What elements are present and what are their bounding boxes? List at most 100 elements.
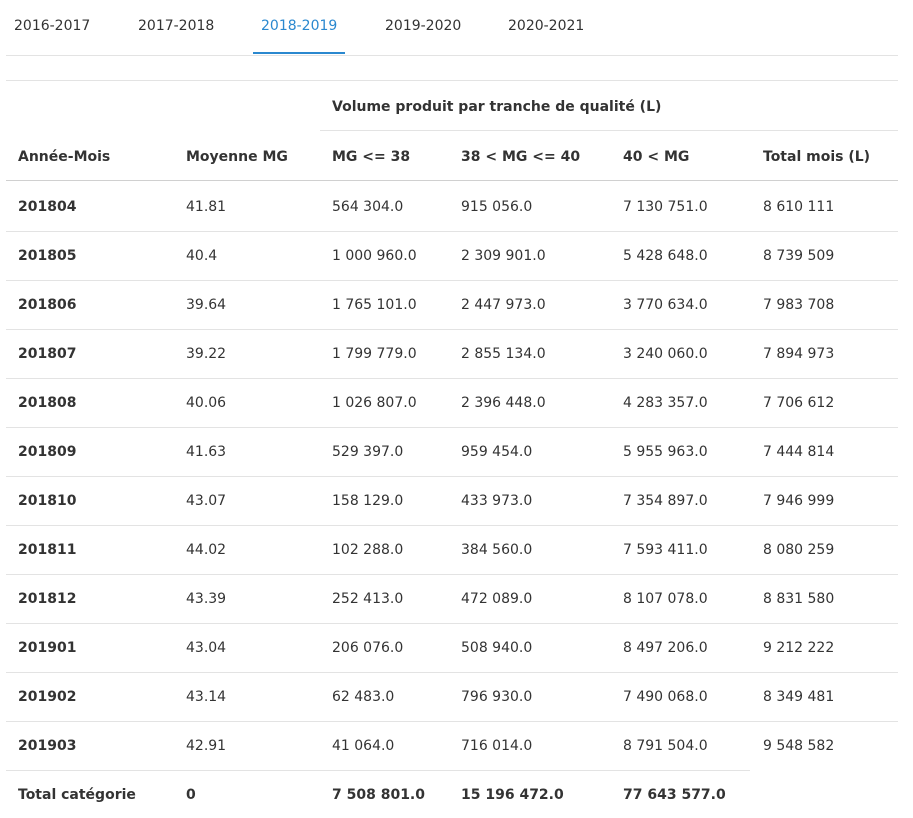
row-label: 201810: [18, 493, 77, 509]
cell: 40.06: [186, 395, 227, 411]
cell: 41.81: [186, 199, 227, 215]
cell: 796 930.0: [461, 689, 533, 705]
cell: 1 026 807.0: [332, 395, 417, 411]
row-divider: [6, 280, 898, 281]
total-cell: 15 196 472.0: [461, 787, 564, 803]
cell: 43.14: [186, 689, 227, 705]
cell: 39.64: [186, 297, 227, 313]
cell: 2 447 973.0: [461, 297, 546, 313]
cell: 8 610 111: [763, 199, 835, 215]
row-divider: [6, 770, 750, 771]
cell: 7 706 612: [763, 395, 835, 411]
cell: 3 770 634.0: [623, 297, 708, 313]
total-cell: 7 508 801.0: [332, 787, 425, 803]
row-divider: [6, 329, 898, 330]
cell: 62 483.0: [332, 689, 395, 705]
row-divider: [6, 623, 898, 624]
cell: 7 130 751.0: [623, 199, 708, 215]
cell: 7 444 814: [763, 444, 835, 460]
row-divider: [6, 525, 898, 526]
cell: 1 000 960.0: [332, 248, 417, 264]
cell: 2 855 134.0: [461, 346, 546, 362]
total-cell: Total catégorie: [18, 787, 136, 803]
cell: 384 560.0: [461, 542, 533, 558]
tab[interactable]: 2016-2017: [14, 18, 91, 34]
cell: 8 831 580: [763, 591, 835, 607]
cell: 8 080 259: [763, 542, 835, 558]
group-header: Volume produit par tranche de qualité (L…: [332, 99, 662, 115]
row-divider: [6, 672, 898, 673]
cell: 41 064.0: [332, 738, 395, 754]
group-header-line: [320, 130, 898, 131]
cell: 42.91: [186, 738, 227, 754]
total-cell: 0: [186, 787, 196, 803]
cell: 44.02: [186, 542, 227, 558]
header-line: [6, 180, 898, 181]
total-cell: 77 643 577.0: [623, 787, 726, 803]
cell: 2 396 448.0: [461, 395, 546, 411]
tabs-divider: [6, 55, 898, 56]
row-label: 201807: [18, 346, 77, 362]
cell: 39.22: [186, 346, 227, 362]
cell: 7 946 999: [763, 493, 835, 509]
cell: 43.07: [186, 493, 227, 509]
cell: 102 288.0: [332, 542, 404, 558]
cell: 7 354 897.0: [623, 493, 708, 509]
cell: 9 548 582: [763, 738, 835, 754]
cell: 7 894 973: [763, 346, 835, 362]
cell: 8 107 078.0: [623, 591, 708, 607]
cell: 206 076.0: [332, 640, 404, 656]
tab[interactable]: 2020-2021: [508, 18, 585, 34]
cell: 716 014.0: [461, 738, 533, 754]
row-label: 201804: [18, 199, 77, 215]
cell: 43.04: [186, 640, 227, 656]
cell: 564 304.0: [332, 199, 404, 215]
tab[interactable]: 2019-2020: [385, 18, 462, 34]
cell: 41.63: [186, 444, 227, 460]
cell: 2 309 901.0: [461, 248, 546, 264]
row-divider: [6, 574, 898, 575]
tab[interactable]: 2017-2018: [138, 18, 215, 34]
cell: 252 413.0: [332, 591, 404, 607]
cell: 5 955 963.0: [623, 444, 708, 460]
cell: 1 765 101.0: [332, 297, 417, 313]
cell: 472 089.0: [461, 591, 533, 607]
cell: 915 056.0: [461, 199, 533, 215]
row-divider: [6, 378, 898, 379]
cell: 959 454.0: [461, 444, 533, 460]
cell: 7 490 068.0: [623, 689, 708, 705]
cell: 9 212 222: [763, 640, 835, 656]
row-divider: [6, 476, 898, 477]
column-header: 38 < MG <= 40: [461, 149, 581, 165]
cell: 4 283 357.0: [623, 395, 708, 411]
tab-underline: [253, 52, 345, 54]
table-top-line: [6, 80, 898, 81]
row-label: 201902: [18, 689, 77, 705]
tab[interactable]: 2018-2019: [261, 18, 338, 34]
row-label: 201901: [18, 640, 77, 656]
row-label: 201811: [18, 542, 77, 558]
cell: 529 397.0: [332, 444, 404, 460]
cell: 433 973.0: [461, 493, 533, 509]
cell: 3 240 060.0: [623, 346, 708, 362]
cell: 158 129.0: [332, 493, 404, 509]
column-header: Année-Mois: [18, 149, 111, 165]
column-header: Total mois (L): [763, 149, 871, 165]
row-label: 201903: [18, 738, 77, 754]
cell: 8 349 481: [763, 689, 835, 705]
cell: 8 739 509: [763, 248, 835, 264]
cell: 8 791 504.0: [623, 738, 708, 754]
row-divider: [6, 231, 898, 232]
row-label: 201808: [18, 395, 77, 411]
cell: 508 940.0: [461, 640, 533, 656]
cell: 43.39: [186, 591, 227, 607]
row-label: 201809: [18, 444, 77, 460]
column-header: MG <= 38: [332, 149, 411, 165]
column-header: 40 < MG: [623, 149, 690, 165]
cell: 7 983 708: [763, 297, 835, 313]
row-divider: [6, 721, 898, 722]
row-divider: [6, 427, 898, 428]
cell: 7 593 411.0: [623, 542, 708, 558]
row-label: 201805: [18, 248, 77, 264]
